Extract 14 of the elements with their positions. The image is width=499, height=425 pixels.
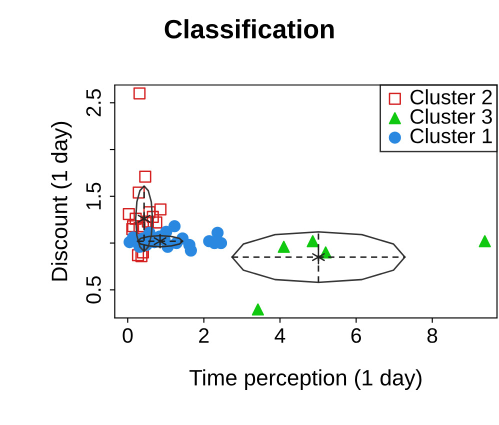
x-tick-label: 6 — [351, 328, 362, 343]
x-tick-label: 0 — [122, 328, 133, 343]
legend-label: Cluster 2 — [410, 89, 492, 104]
x-tick-label: 4 — [274, 328, 286, 343]
y-axis-title: Discount (1 day) — [51, 122, 72, 281]
legend-label: Cluster 1 — [410, 128, 492, 144]
legend-label: Cluster 3 — [410, 108, 492, 124]
y-tick-label: 1.5 — [86, 182, 101, 210]
x-tick-label: 2 — [199, 328, 209, 343]
chart-title: Classification — [164, 19, 334, 39]
y-tick-label: 2.5 — [86, 89, 101, 116]
x-tick-label: 8 — [427, 328, 438, 343]
y-tick-label: 0.5 — [86, 276, 101, 304]
x-axis-title: Time perception (1 day) — [189, 369, 422, 390]
